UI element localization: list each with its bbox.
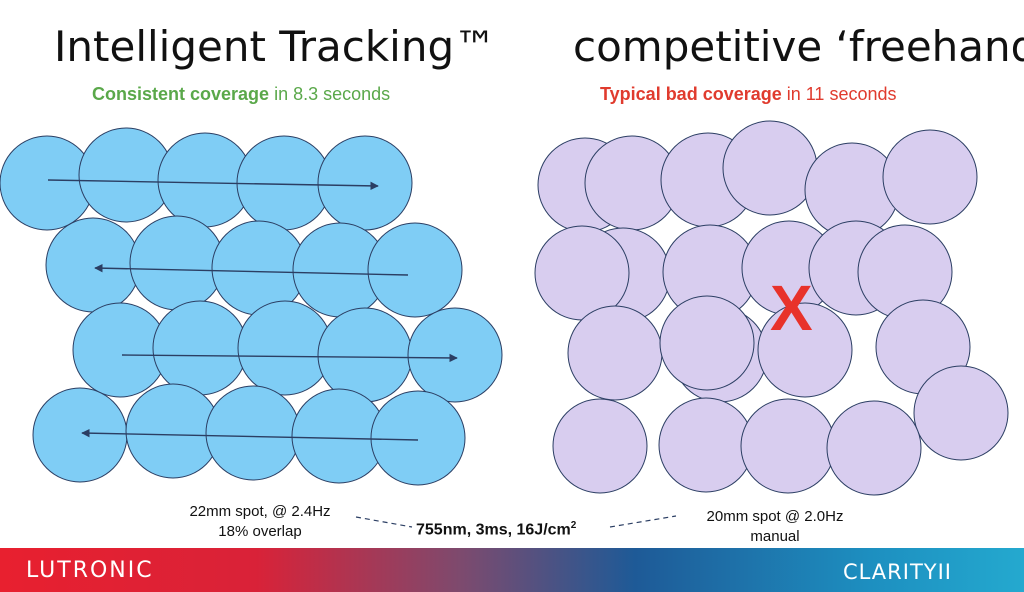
laser-params: 755nm, 3ms, 16J/cm2 <box>416 520 576 539</box>
laser-spot <box>567 305 663 401</box>
laser-spot <box>658 397 754 493</box>
right-spec-note: 20mm spot @ 2.0Hz manual <box>680 507 870 547</box>
scan-direction-arrow <box>94 263 409 276</box>
laser-params-text: 755nm, 3ms, 16J/cm <box>416 521 571 539</box>
laser-spot <box>205 385 301 481</box>
right-note-connector <box>609 515 677 528</box>
laser-spot <box>211 220 307 316</box>
right-subtitle: Typical bad coverage in 11 seconds <box>600 84 897 105</box>
laser-spot <box>913 365 1009 461</box>
left-title: Intelligent Tracking™ <box>54 22 497 71</box>
scan-direction-arrow <box>47 179 379 191</box>
scan-direction-arrow <box>81 428 419 441</box>
right-spot-group <box>534 120 1009 496</box>
right-note-line1: 20mm spot @ 2.0Hz <box>706 508 844 525</box>
laser-spot <box>32 387 128 483</box>
right-title: competitive ‘freehand’ <box>573 22 1024 71</box>
laser-spot <box>552 398 648 494</box>
laser-spot <box>722 120 818 216</box>
left-note-connector <box>355 516 413 528</box>
laser-spot <box>237 300 333 396</box>
right-subtitle-bold: Typical bad coverage <box>600 84 782 104</box>
laser-spot <box>317 135 413 231</box>
laser-spot <box>659 295 755 391</box>
laser-spot <box>152 300 248 396</box>
left-subtitle-bold: Consistent coverage <box>92 84 270 104</box>
laser-spot <box>407 307 503 403</box>
laser-spot <box>45 217 141 313</box>
footer-bar: LUTRONIC CLARITYII <box>0 548 1024 592</box>
lutronic-logo: LUTRONIC <box>26 558 154 583</box>
laser-spot <box>882 129 978 225</box>
scan-direction-arrow <box>121 353 458 363</box>
left-arrow-group <box>47 179 458 441</box>
right-subtitle-rest: in 11 seconds <box>781 84 897 104</box>
left-note-line2: 18% overlap <box>218 523 302 540</box>
laser-spot <box>826 400 922 496</box>
left-spot-group <box>0 127 503 486</box>
left-subtitle: Consistent coverage in 8.3 seconds <box>92 84 390 105</box>
laser-spot <box>740 398 836 494</box>
laser-params-sup: 2 <box>570 520 577 531</box>
right-note-line2: manual <box>750 528 800 545</box>
laser-spot <box>129 215 225 311</box>
laser-spot <box>367 222 463 318</box>
left-spec-note: 22mm spot, @ 2.4Hz 18% overlap <box>165 502 355 542</box>
laser-spot <box>370 390 466 486</box>
left-subtitle-rest: in 8.3 seconds <box>269 84 391 104</box>
laser-spot <box>757 302 853 398</box>
laser-spot <box>317 307 413 403</box>
gap-mark: X <box>770 272 813 344</box>
clarity-logo: CLARITYII <box>842 560 952 584</box>
left-note-line1: 22mm spot, @ 2.4Hz <box>189 503 331 520</box>
